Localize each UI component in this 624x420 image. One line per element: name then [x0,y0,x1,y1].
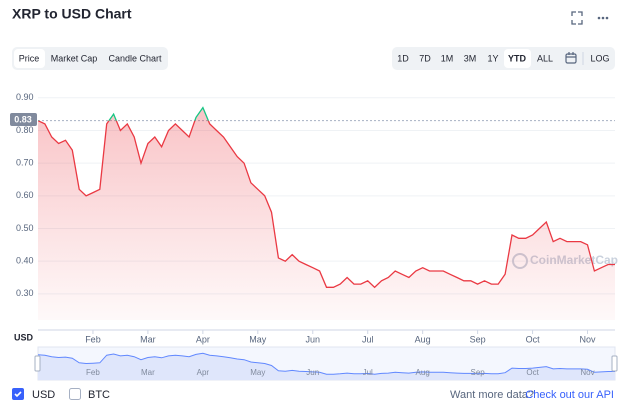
range-group [392,47,615,70]
x-tick-label: Jun [306,334,321,344]
range-active [504,49,531,68]
x-tick-label: Oct [526,334,541,344]
tab[interactable]: Market Cap [51,53,98,63]
navigator-tick-label: Mar [141,368,155,377]
navigator-tick-label: Feb [86,368,100,377]
x-tick-label: Jul [362,334,374,344]
x-tick-label: Nov [580,334,597,344]
title: XRP to USD Chart [12,6,132,22]
y-tick-label: 0.40 [16,256,34,266]
x-tick-label: Aug [415,334,431,344]
range-button[interactable]: ALL [537,53,553,63]
current-price-label: 0.83 [14,114,32,124]
navigator-tick-label: May [250,368,265,377]
navigator-tick-label: Jul [363,368,373,377]
option-label: USD [32,389,55,401]
x-tick-label: May [249,334,267,344]
navigator-tick-label: Aug [416,368,430,377]
navigator-tick-label: Oct [526,368,539,377]
x-tick-label: Sep [470,334,486,344]
y-tick-label: 0.80 [16,125,34,135]
api-link[interactable]: Check out our API [525,389,614,401]
y-tick-label: 0.30 [16,288,34,298]
axis-label: USD [14,332,34,342]
range-button[interactable]: 1Y [487,53,498,63]
more-icon[interactable] [597,16,609,20]
navigator-tick-label: Sep [471,368,486,377]
tab[interactable]: Price [19,53,40,63]
calendar-icon[interactable] [565,52,577,64]
range-button[interactable]: 1D [397,53,409,63]
navigator-area [38,353,615,380]
y-tick-label: 0.60 [16,190,34,200]
navigator-tick-label: Jun [306,368,319,377]
navigator-tick-label: Apr [197,368,210,377]
navigator-line [37,352,615,375]
current-price-box [10,113,37,126]
check-mark [14,391,22,398]
price-line [38,120,615,289]
area [38,107,615,320]
y-tick-label: 0.90 [16,92,34,102]
expand-icon[interactable] [571,11,583,25]
option-label: BTC [88,389,110,401]
tab-active [14,49,45,68]
navigator-handle[interactable] [34,355,41,372]
y-tick-label: 0.70 [16,158,34,168]
checkbox[interactable] [69,388,81,400]
navigator-tick-label: Nov [580,368,594,377]
x-tick-label: Apr [196,334,210,344]
navigator-handle[interactable] [611,355,618,372]
tab[interactable]: Candle Chart [108,53,162,63]
range-button[interactable]: 7D [419,53,431,63]
x-tick-label: Mar [140,334,156,344]
range-button[interactable]: LOG [590,53,609,63]
range-button[interactable]: 3M [464,53,477,63]
range-button[interactable]: YTD [508,53,527,63]
footer-prompt: Want more data? [450,389,534,401]
range-button[interactable]: 1M [441,53,454,63]
x-tick-label: Feb [85,334,101,344]
y-tick-label: 0.50 [16,223,34,233]
tab-group [12,47,168,70]
